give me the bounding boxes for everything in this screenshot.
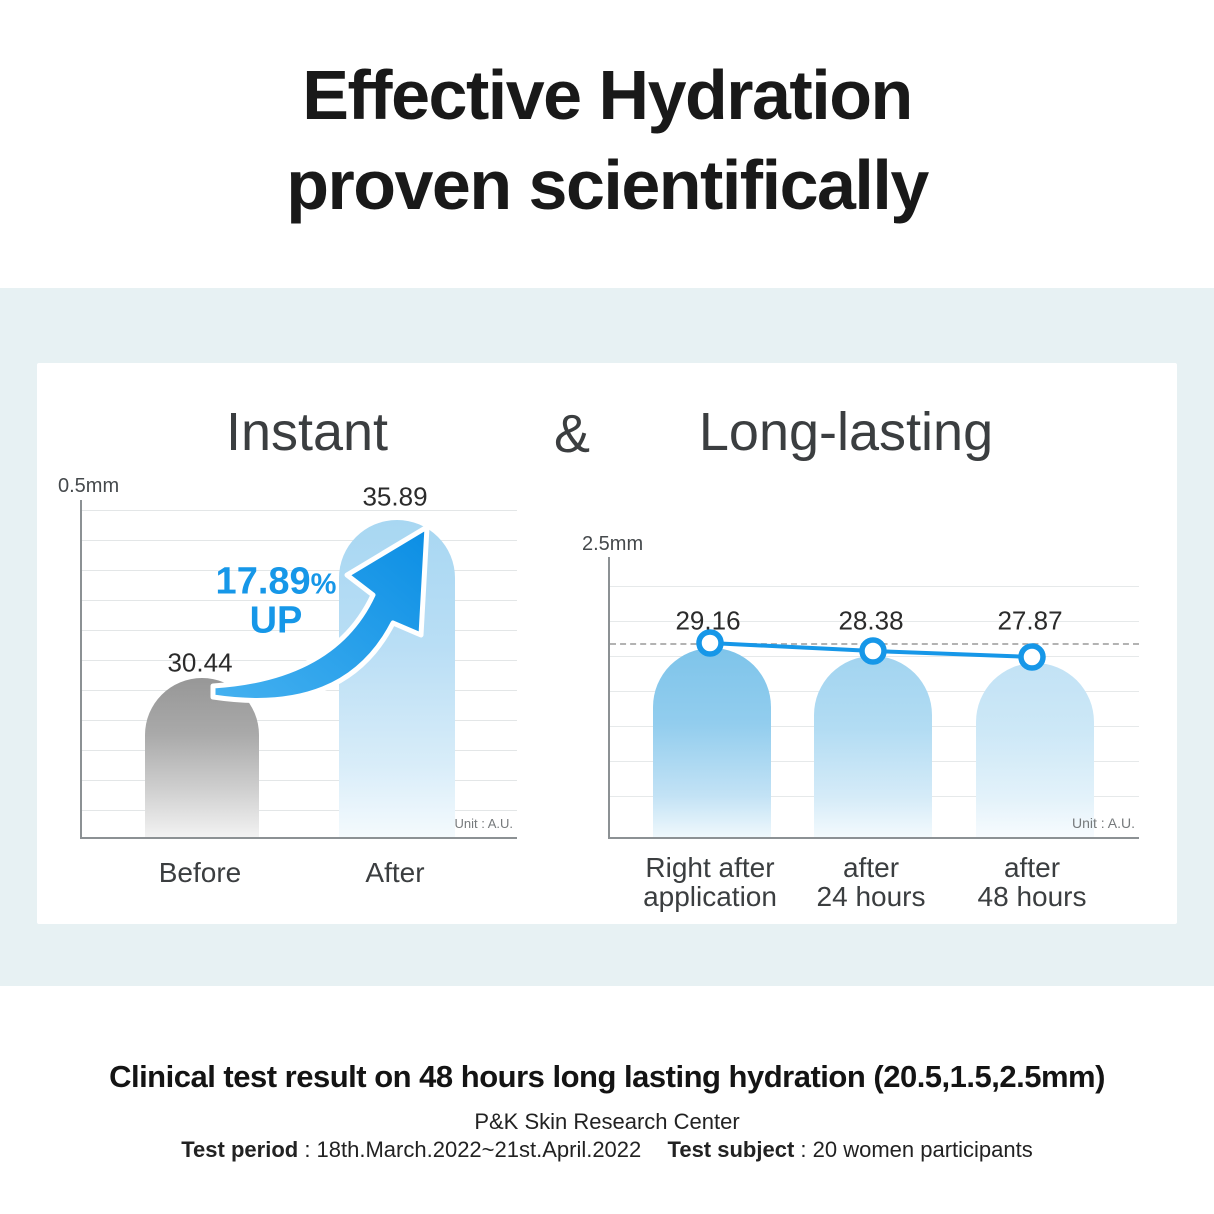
- right-axis-top-label: 2.5mm: [582, 533, 644, 555]
- marker-point-2: [859, 637, 887, 665]
- increase-percent-value: 17.89: [215, 560, 311, 603]
- long-lasting-chart-plot: [608, 557, 1139, 839]
- value-right-after: 29.16: [675, 605, 741, 636]
- category-right-after-application: Right after application: [643, 853, 777, 911]
- bar-after-24-hours: [814, 656, 932, 837]
- right-unit-label: Unit : A.U.: [1071, 815, 1135, 831]
- instant-chart-plot: [80, 500, 517, 839]
- page-title: Effective Hydration proven scientificall…: [0, 50, 1214, 230]
- bar-after-48-hours: [976, 663, 1094, 837]
- page-title-line2: proven scientifically: [286, 146, 929, 224]
- marker-point-3: [1018, 643, 1046, 671]
- increase-up-word: UP: [249, 599, 303, 642]
- category-after-48-hours: after 48 hours: [978, 853, 1087, 911]
- long-lasting-chart-heading: Long-lasting: [698, 402, 994, 462]
- category-line: Right after: [645, 852, 775, 883]
- research-center-label: P&K Skin Research Center: [474, 1109, 740, 1134]
- ampersand-separator: &: [553, 404, 591, 464]
- test-subject-value: : 20 women participants: [800, 1137, 1033, 1162]
- marker-point-1: [696, 629, 724, 657]
- category-after: After: [365, 857, 425, 888]
- instant-chart-heading: Instant: [225, 402, 389, 462]
- upward-swoosh-arrow-icon: [210, 524, 430, 703]
- page-title-line1: Effective Hydration: [302, 56, 913, 134]
- test-period-label: Test period: [181, 1137, 299, 1162]
- category-line: 48 hours: [977, 881, 1087, 912]
- value-after: 35.89: [362, 481, 428, 512]
- test-subject-label: Test subject: [667, 1137, 795, 1162]
- value-24-hours: 28.38: [838, 605, 904, 636]
- trend-line-with-markers: [696, 629, 1046, 671]
- bar-before: [145, 678, 259, 837]
- value-before: 30.44: [167, 647, 233, 678]
- category-line: application: [643, 881, 777, 912]
- category-line: after: [842, 852, 900, 883]
- charts-card: Instant & Long-lasting 0.5mm 30.44 35.89…: [37, 363, 1177, 924]
- test-period-value: : 18th.March.2022~21st.April.2022: [304, 1137, 642, 1162]
- test-details-line: Test period : 18th.March.2022~21st.April…: [0, 1137, 1214, 1163]
- category-line: after: [1003, 852, 1061, 883]
- bar-right-after-application: [653, 648, 771, 837]
- percent-sign: %: [310, 568, 337, 601]
- clinical-test-headline: Clinical test result on 48 hours long la…: [109, 1059, 1105, 1094]
- increase-annotation: 17.89% UP: [215, 560, 337, 642]
- left-axis-top-label: 0.5mm: [58, 475, 120, 497]
- category-before: Before: [158, 857, 242, 888]
- category-line: 24 hours: [816, 881, 926, 912]
- category-after-24-hours: after 24 hours: [817, 853, 926, 911]
- value-48-hours: 27.87: [997, 605, 1063, 636]
- left-unit-label: Unit : A.U.: [454, 816, 513, 831]
